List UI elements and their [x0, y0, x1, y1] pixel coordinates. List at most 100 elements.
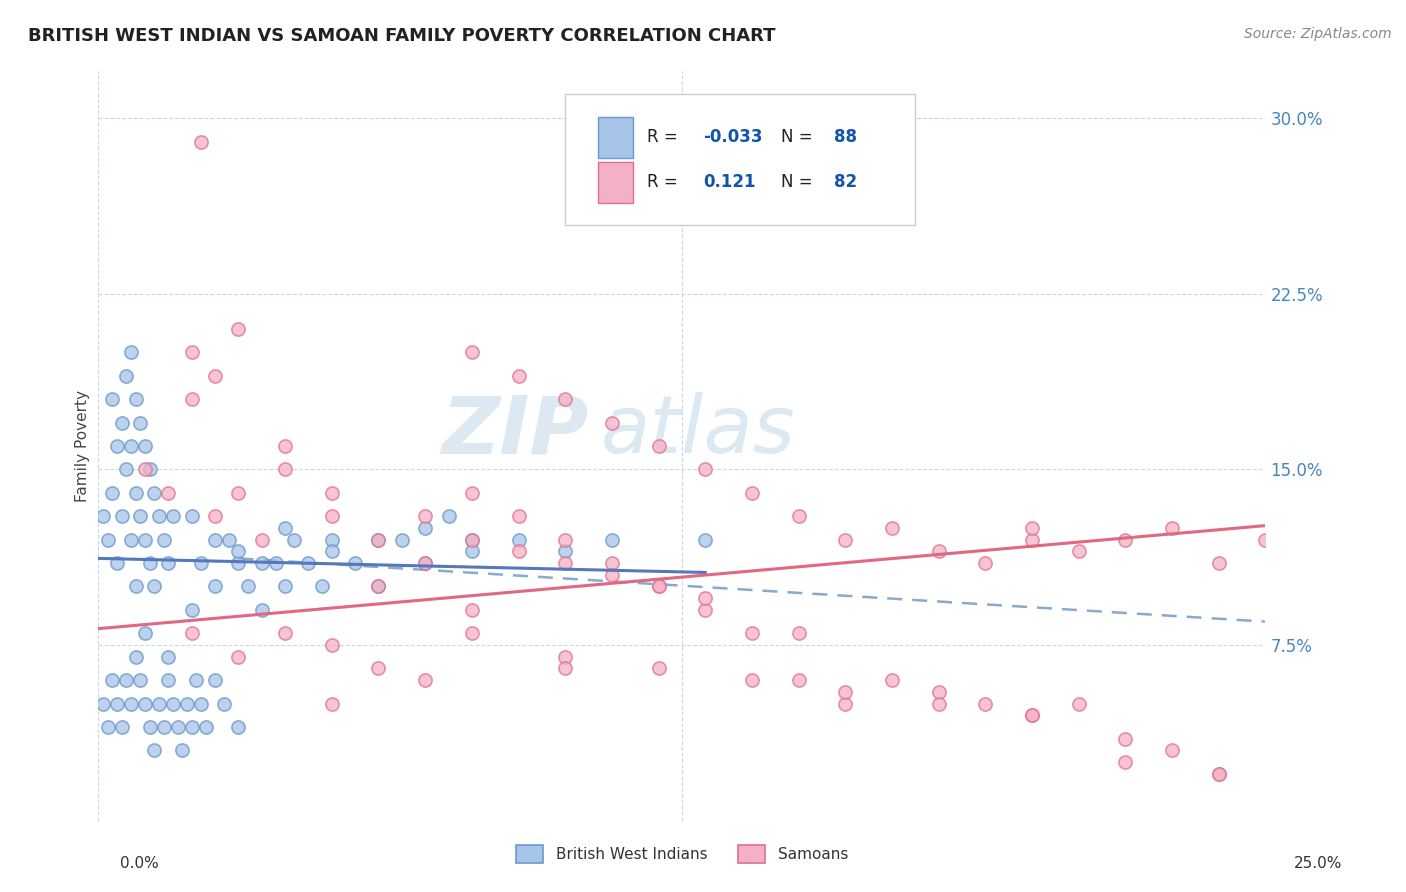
Point [508, 509, 530, 524]
Point [120, 345, 142, 359]
Point [166, 720, 188, 734]
Point [283, 533, 305, 547]
Point [274, 580, 297, 594]
Text: 82: 82 [834, 173, 856, 191]
Point [194, 720, 217, 734]
Point [321, 485, 343, 500]
Point [274, 521, 297, 535]
Point [297, 556, 319, 570]
Point [115, 368, 138, 383]
Point [180, 345, 202, 359]
Point [180, 626, 202, 640]
Point [1161, 521, 1184, 535]
Point [367, 533, 389, 547]
Point [190, 697, 212, 711]
Point [391, 533, 413, 547]
Point [367, 580, 389, 594]
FancyBboxPatch shape [598, 117, 633, 158]
Point [101, 485, 124, 500]
Point [461, 603, 484, 617]
Point [228, 485, 250, 500]
Point [157, 649, 180, 664]
Point [367, 661, 389, 675]
Point [311, 580, 333, 594]
Point [1114, 533, 1136, 547]
Point [647, 580, 669, 594]
Point [105, 556, 128, 570]
Point [1114, 731, 1136, 746]
Point [97, 720, 120, 734]
Point [695, 533, 717, 547]
Text: BRITISH WEST INDIAN VS SAMOAN FAMILY POVERTY CORRELATION CHART: BRITISH WEST INDIAN VS SAMOAN FAMILY POV… [28, 27, 776, 45]
Point [1208, 556, 1230, 570]
Point [554, 556, 576, 570]
Point [190, 135, 212, 149]
Point [228, 649, 250, 664]
Point [928, 697, 950, 711]
Point [437, 509, 460, 524]
Point [186, 673, 208, 688]
Point [554, 544, 576, 558]
Point [274, 462, 297, 476]
Point [1021, 708, 1043, 723]
Point [461, 485, 484, 500]
Point [508, 368, 530, 383]
Point [162, 697, 184, 711]
Point [834, 697, 856, 711]
Point [344, 556, 367, 570]
Point [105, 439, 128, 453]
Point [129, 509, 152, 524]
Point [97, 533, 120, 547]
Point [508, 544, 530, 558]
Point [176, 697, 198, 711]
Point [228, 556, 250, 570]
Point [228, 322, 250, 336]
Point [139, 462, 162, 476]
FancyBboxPatch shape [565, 94, 915, 225]
Point [1067, 697, 1090, 711]
Point [125, 392, 148, 407]
Point [204, 509, 226, 524]
Point [120, 439, 142, 453]
Point [413, 509, 436, 524]
Point [111, 416, 134, 430]
Point [787, 626, 810, 640]
Point [1208, 767, 1230, 781]
Text: -0.033: -0.033 [703, 128, 762, 146]
Point [695, 462, 717, 476]
Point [143, 580, 166, 594]
Point [787, 509, 810, 524]
Point [1208, 767, 1230, 781]
Point [157, 485, 180, 500]
Point [413, 521, 436, 535]
Point [834, 533, 856, 547]
Point [1021, 521, 1043, 535]
Text: N =: N = [782, 128, 818, 146]
Point [115, 462, 138, 476]
Point [834, 685, 856, 699]
Point [974, 697, 997, 711]
Text: N =: N = [782, 173, 818, 191]
Point [974, 556, 997, 570]
Point [880, 521, 903, 535]
Point [321, 544, 343, 558]
Point [461, 345, 484, 359]
Text: R =: R = [647, 128, 683, 146]
Point [143, 743, 166, 757]
Point [157, 673, 180, 688]
Text: 0.0%: 0.0% [120, 856, 159, 871]
Point [367, 533, 389, 547]
Point [134, 626, 156, 640]
Point [101, 673, 124, 688]
Point [148, 509, 170, 524]
Point [1021, 533, 1043, 547]
Point [461, 626, 484, 640]
Point [204, 580, 226, 594]
Text: atlas: atlas [600, 392, 794, 470]
Point [190, 556, 212, 570]
Point [274, 439, 297, 453]
Point [139, 720, 162, 734]
Point [101, 392, 124, 407]
Point [120, 697, 142, 711]
Point [111, 509, 134, 524]
